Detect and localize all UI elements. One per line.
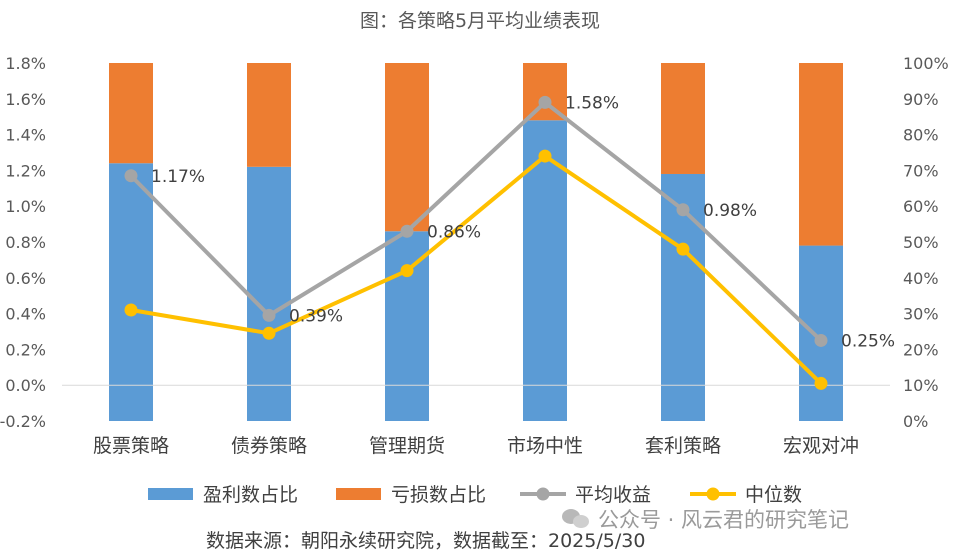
y-right-tick-label: 70% [903, 161, 939, 180]
y-left-tick-label: 1.0% [5, 197, 46, 216]
y-left-tick-label: 1.4% [5, 126, 46, 145]
point-average-return [400, 224, 414, 238]
data-label-average-return: 1.58% [565, 93, 619, 113]
y-left-tick-label: 0.8% [5, 233, 46, 252]
data-label-average-return: 1.17% [151, 167, 205, 187]
x-tick-label: 套利策略 [645, 435, 721, 457]
bar-profit-share [385, 231, 429, 421]
legend-marker [706, 487, 720, 501]
x-tick-label: 宏观对冲 [783, 435, 859, 457]
y-right-tick-label: 50% [903, 233, 939, 252]
y-right-tick-label: 90% [903, 90, 939, 109]
watermark-text: 公众号 · 风云君的研究笔记 [598, 508, 850, 532]
y-right-tick-label: 60% [903, 197, 939, 216]
y-left-tick-label: 0.2% [5, 340, 46, 359]
line-median [130, 154, 823, 385]
point-median [676, 242, 690, 256]
chart-title: 图：各策略5月平均业绩表现 [359, 10, 601, 32]
point-median [400, 264, 414, 278]
point-median [538, 149, 552, 163]
data-label-average-return: 0.86% [427, 222, 481, 242]
x-tick-label: 债券策略 [231, 435, 307, 457]
y-left-tick-label: 1.8% [5, 54, 46, 73]
bar-loss-share [385, 63, 429, 232]
bar-loss-share [799, 63, 843, 246]
y-left-tick-label: -0.2% [0, 412, 46, 431]
bar-profit-share [799, 245, 843, 421]
point-average-return [124, 169, 138, 183]
y-left-tick-label: 1.2% [5, 161, 46, 180]
y-right-tick-label: 10% [903, 376, 939, 395]
x-tick-label: 市场中性 [507, 435, 583, 457]
bar-loss-share [109, 63, 153, 164]
point-median [262, 326, 276, 340]
x-tick-label: 管理期货 [369, 435, 445, 457]
y-right-tick-label: 30% [903, 305, 939, 324]
legend-label: 亏损数占比 [391, 484, 486, 506]
data-label-average-return: 0.39% [289, 306, 343, 326]
y-right-tick-label: 20% [903, 340, 939, 359]
wechat-icon [562, 508, 592, 530]
y-left-tick-label: 0.4% [5, 305, 46, 324]
bar-profit-share [247, 166, 291, 421]
bar-loss-share [523, 63, 567, 121]
legend-label: 中位数 [745, 484, 802, 506]
point-average-return [814, 333, 828, 347]
point-median [124, 303, 138, 317]
line-average-return [129, 100, 823, 342]
legend-label: 盈利数占比 [203, 484, 298, 506]
legend-marker [536, 487, 550, 501]
legend-label: 平均收益 [575, 484, 651, 506]
y-left-tick-label: 0.6% [5, 269, 46, 288]
y-right-tick-label: 0% [903, 412, 928, 431]
source-note: 数据来源：朝阳永续研究院，数据截至：2025/5/30 [206, 530, 646, 552]
point-median [814, 376, 828, 390]
bar-loss-share [247, 63, 291, 167]
point-average-return [262, 308, 276, 322]
y-left-tick-label: 0.0% [5, 376, 46, 395]
y-right-tick-label: 80% [903, 126, 939, 145]
bar-profit-share [109, 163, 153, 422]
legend-swatch [148, 488, 193, 500]
point-average-return [538, 95, 552, 109]
point-average-return [676, 203, 690, 217]
data-label-average-return: 0.98% [703, 201, 757, 221]
data-label-average-return: 0.25% [841, 331, 895, 351]
bar-loss-share [661, 63, 705, 174]
legend-swatch [336, 488, 381, 500]
y-right-tick-label: 40% [903, 269, 939, 288]
x-tick-label: 股票策略 [93, 435, 169, 457]
watermark: 公众号 · 风云君的研究笔记 [562, 504, 849, 534]
y-left-tick-label: 1.6% [5, 90, 46, 109]
y-right-tick-label: 100% [903, 54, 949, 73]
